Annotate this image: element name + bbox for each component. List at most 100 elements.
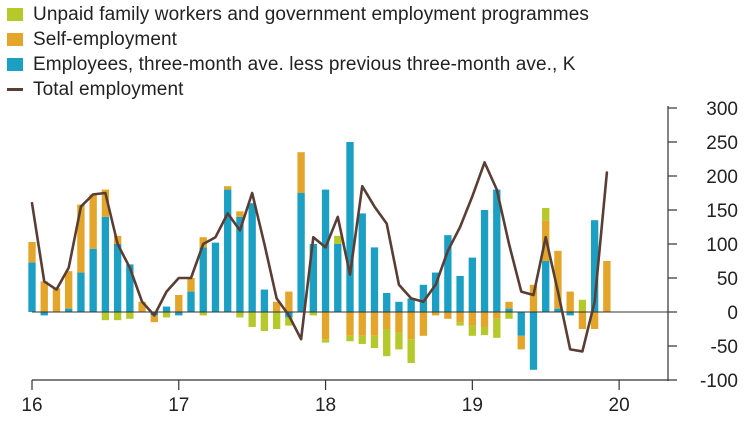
legend-label-total-employment: Total employment (33, 78, 184, 100)
bar-1-31 (407, 312, 415, 340)
bar-1-27 (358, 312, 366, 336)
legend-item-unpaid: Unpaid family workers and government emp… (0, 2, 589, 27)
bar-1-5 (89, 194, 97, 249)
bar-2-12 (175, 312, 183, 316)
bar-0-21 (285, 317, 293, 326)
bar-0-24 (321, 339, 330, 343)
bar-2-16 (224, 189, 232, 312)
bar-1-28 (370, 312, 379, 336)
bar-0-18 (248, 312, 256, 327)
legend-item-total-employment: Total employment (0, 77, 589, 102)
bar-2-11 (162, 306, 171, 312)
bar-2-30 (395, 301, 403, 312)
bar-0-7 (113, 312, 122, 321)
bar-1-33 (431, 312, 440, 316)
bar-0-14 (199, 312, 207, 316)
bar-2-32 (419, 284, 428, 312)
bar-2-17 (236, 216, 244, 312)
legend-label-unpaid: Unpaid family workers and government emp… (33, 3, 589, 25)
legend-item-employees: Employees, three-month ave. less previou… (0, 52, 589, 77)
bar-1-0 (28, 241, 36, 263)
bar-1-13 (187, 278, 195, 292)
bar-2-40 (517, 312, 525, 336)
legend-item-self-employment: Self-employment (0, 27, 589, 52)
total-employment-line-layer (30, 161, 609, 353)
bar-1-34 (444, 312, 452, 319)
bar-1-24 (321, 312, 330, 340)
bar-2-35 (456, 275, 464, 312)
bar-2-3 (65, 308, 73, 312)
y-tick-label-100: 100 (706, 235, 738, 256)
bar-1-45 (578, 312, 587, 329)
bar-2-37 (480, 210, 489, 312)
y-tick-label-200: 200 (706, 167, 738, 188)
bar-0-11 (162, 312, 171, 318)
y-tick-label--50: -50 (711, 337, 738, 358)
bar-1-14 (199, 237, 207, 248)
bar-1-21 (285, 291, 293, 312)
bar-0-30 (395, 332, 403, 350)
bar-1-2 (52, 288, 61, 312)
bar-1-46 (590, 312, 599, 329)
legend-label-self-employment: Self-employment (33, 28, 178, 50)
bar-1-47 (603, 261, 611, 312)
y-tick-label-50: 50 (717, 269, 738, 290)
bar-0-19 (260, 312, 269, 332)
bar-1-12 (175, 295, 183, 312)
bar-2-31 (407, 298, 415, 312)
bar-2-41 (529, 312, 538, 370)
bar-2-13 (187, 291, 195, 312)
bar-2-7 (113, 244, 122, 312)
bar-1-6 (101, 189, 110, 217)
bar-0-31 (407, 339, 415, 363)
x-tick-label-20: 20 (609, 395, 630, 416)
bar-2-15 (211, 242, 220, 312)
bar-1-9 (138, 301, 146, 312)
bar-1-3 (65, 271, 73, 309)
bar-2-19 (260, 289, 269, 312)
bar-1-20 (272, 301, 281, 312)
legend-label-employees: Employees, three-month ave. less previou… (33, 53, 576, 75)
bar-1-39 (505, 301, 513, 309)
bar-0-26 (346, 335, 354, 342)
bar-1-16 (224, 186, 232, 190)
bar-0-39 (505, 312, 513, 319)
chart-bars (28, 142, 611, 370)
bar-1-4 (77, 204, 85, 273)
bar-2-22 (297, 193, 305, 312)
bar-2-43 (554, 308, 562, 312)
bar-0-42 (542, 207, 550, 221)
bar-2-1 (40, 312, 48, 316)
bar-1-17 (236, 211, 244, 217)
bar-2-42 (542, 261, 550, 312)
bar-2-5 (89, 248, 97, 312)
bar-0-28 (370, 335, 379, 349)
x-tick-label-19: 19 (462, 395, 483, 416)
bar-0-6 (101, 312, 110, 321)
y-tick-label-300: 300 (706, 99, 738, 120)
bar-2-0 (28, 262, 36, 312)
y-tick-label-250: 250 (706, 133, 738, 154)
x-tick-label-17: 17 (168, 395, 189, 416)
bar-2-4 (77, 272, 85, 312)
bar-2-38 (493, 189, 501, 312)
x-tick-label-16: 16 (21, 395, 42, 416)
bar-0-29 (383, 329, 391, 357)
bar-1-35 (456, 312, 464, 323)
legend-swatch-unpaid (7, 8, 23, 21)
bar-1-38 (493, 312, 501, 319)
chart-legend: Unpaid family workers and government emp… (0, 2, 589, 102)
bar-1-40 (517, 335, 525, 350)
chart-axes: 300 250 200 150 100 50 0 -50 -100 16 17 18 19 20 (21, 99, 738, 416)
bar-2-14 (199, 247, 207, 312)
bar-0-25 (334, 235, 342, 244)
bar-1-10 (150, 315, 158, 323)
bar-1-22 (297, 152, 305, 193)
bar-0-35 (456, 322, 464, 326)
bar-2-28 (370, 247, 379, 312)
bar-0-8 (126, 312, 134, 319)
bar-0-38 (493, 318, 501, 338)
legend-swatch-employees (7, 58, 23, 71)
bar-0-23 (309, 312, 317, 316)
